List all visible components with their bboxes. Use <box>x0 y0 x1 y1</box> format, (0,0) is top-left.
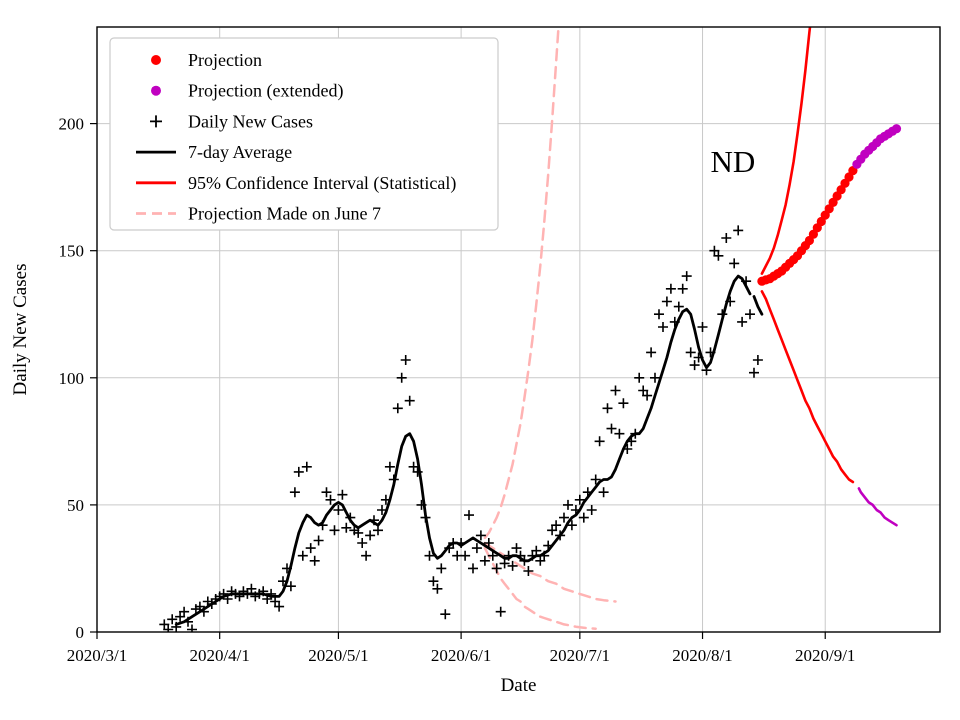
series-seven-day-average <box>174 274 752 626</box>
x-tick-label: 2020/8/1 <box>672 646 732 665</box>
series-june7-projection-upper <box>483 27 560 540</box>
series-projection <box>757 166 858 286</box>
legend-item-projection-made-on-june-7: Projection Made on June 7 <box>136 204 381 224</box>
series-ci-lower <box>760 290 855 484</box>
legend-item-projection: Projection <box>151 50 262 70</box>
x-axis-label: Date <box>501 675 537 696</box>
y-tick-label: 100 <box>59 369 85 388</box>
legend-item-daily-new-cases: Daily New Cases <box>150 111 313 131</box>
legend-label: Projection Made on June 7 <box>188 204 381 224</box>
axis-ticks: 2020/3/1 2020/4/1 2020/5/1 2020/6/1 2020/7/1… <box>59 115 856 665</box>
legend-item-7-day-average: 7-day Average <box>136 142 292 162</box>
series-projection-extended <box>852 124 902 169</box>
plot-border <box>96 26 941 633</box>
series-june7-projection-lower <box>483 546 597 630</box>
x-tick-label: 2020/3/1 <box>67 646 127 665</box>
legend-item-95-confidence-interval-statistical: 95% Confidence Interval (Statistical) <box>136 173 456 194</box>
legend-label: 7-day Average <box>188 142 292 162</box>
x-tick-label: 2020/4/1 <box>189 646 249 665</box>
legend-plus-marker <box>150 115 162 128</box>
state-annotation: ND <box>710 144 755 179</box>
y-axis-label: Daily New Cases <box>10 264 31 396</box>
legend-label: Projection (extended) <box>188 81 343 102</box>
y-tick-label: 200 <box>59 115 85 134</box>
x-tick-label: 2020/6/1 <box>431 646 491 665</box>
legend-dot-marker <box>151 85 161 96</box>
legend-item-projection-extended: Projection (extended) <box>151 81 343 102</box>
y-tick-label: 0 <box>76 623 85 642</box>
x-tick-label: 2020/5/1 <box>308 646 368 665</box>
x-tick-label: 2020/9/1 <box>795 646 855 665</box>
legend-label: Projection <box>188 50 262 70</box>
legend: Projection Projection (extended) Daily New… <box>109 37 499 231</box>
series-layer <box>159 27 902 632</box>
y-tick-label: 150 <box>59 242 85 261</box>
x-tick-label: 2020/7/1 <box>550 646 610 665</box>
series-june7-projection-median <box>483 541 617 603</box>
series-ci-upper <box>760 27 812 275</box>
y-tick-label: 50 <box>67 496 84 515</box>
series-ci-lower-extended <box>857 487 898 527</box>
legend-box <box>109 37 499 231</box>
legend-label: 95% Confidence Interval (Statistical) <box>188 173 456 194</box>
series-seven-day-average-tail <box>752 295 764 316</box>
legend-label: Daily New Cases <box>188 111 313 131</box>
series-daily-new-cases <box>159 225 763 632</box>
legend-dot-marker <box>151 55 161 65</box>
